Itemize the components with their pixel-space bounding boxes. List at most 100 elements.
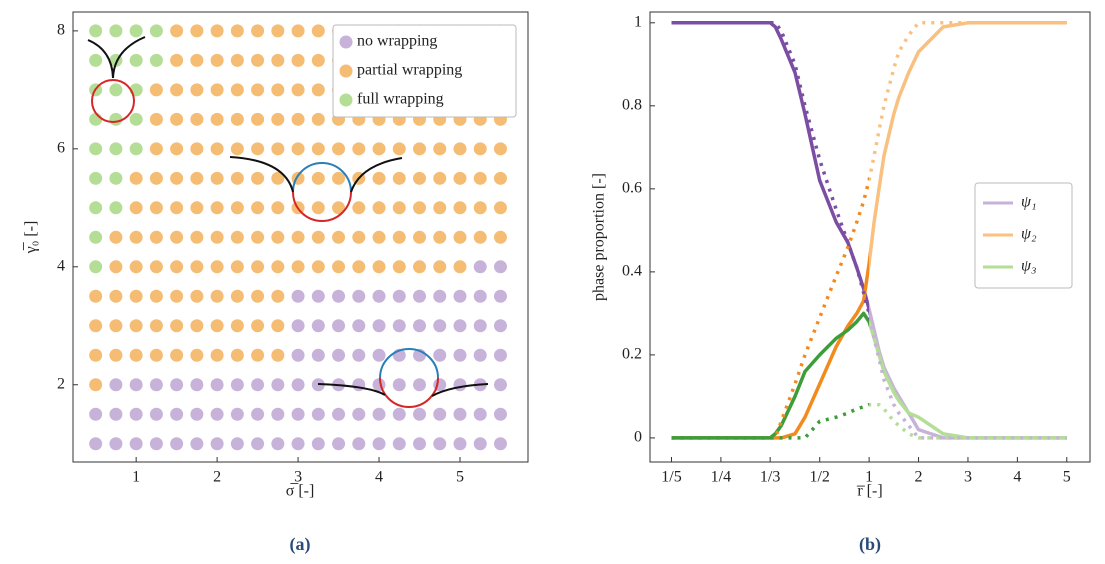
phase-dot xyxy=(311,289,325,303)
phase-dot xyxy=(89,319,103,333)
x-tick-label: 4 xyxy=(1013,469,1021,486)
phase-dot xyxy=(129,53,143,67)
phase-dot xyxy=(453,437,467,451)
phase-dot xyxy=(473,319,487,333)
phase-line xyxy=(869,302,1067,440)
phase-dot xyxy=(251,24,265,38)
phase-dot xyxy=(413,201,427,215)
y-tick-label: 0.8 xyxy=(622,96,642,113)
phase-dot xyxy=(170,319,184,333)
legend: no wrapping partial wrapping full wrapping xyxy=(332,24,517,118)
phase-line-dark xyxy=(671,311,870,440)
phase-dot xyxy=(493,437,507,451)
phase-dot xyxy=(433,348,447,362)
phase-dot xyxy=(129,24,143,38)
phase-dot xyxy=(473,437,487,451)
phase-dot xyxy=(190,201,204,215)
phase-dot xyxy=(210,437,224,451)
phase-dot xyxy=(129,171,143,185)
phase-dot xyxy=(149,378,163,392)
phase-dot xyxy=(251,407,265,421)
phase-dot xyxy=(89,142,103,156)
phase-dot xyxy=(109,289,123,303)
phase-dot xyxy=(190,348,204,362)
x-tick-label: 5 xyxy=(456,469,464,486)
phase-dot xyxy=(433,171,447,185)
phase-dot xyxy=(352,260,366,274)
phase-dot xyxy=(332,260,346,274)
phase-dot xyxy=(190,53,204,67)
phase-dot xyxy=(493,289,507,303)
phase-dot xyxy=(453,260,467,274)
phase-dot xyxy=(109,171,123,185)
phase-dot xyxy=(392,171,406,185)
phase-dot xyxy=(352,319,366,333)
phase-dot xyxy=(251,230,265,244)
phase-dot xyxy=(230,407,244,421)
x-tick-label: 1 xyxy=(132,469,140,486)
phase-dot xyxy=(170,83,184,97)
y-tick-label: 0.6 xyxy=(622,180,642,197)
phase-dot xyxy=(230,378,244,392)
phase-dot xyxy=(473,201,487,215)
phase-dot xyxy=(251,319,265,333)
phase-dot xyxy=(493,171,507,185)
phase-dot xyxy=(271,437,285,451)
phase-dot xyxy=(190,171,204,185)
phase-dot xyxy=(291,230,305,244)
phase-dot xyxy=(170,201,184,215)
phase-dot xyxy=(291,348,305,362)
phase-dot xyxy=(291,407,305,421)
phase-dot xyxy=(311,171,325,185)
phase-dot xyxy=(149,83,163,97)
phase-dot xyxy=(109,83,123,97)
phase-dot xyxy=(210,171,224,185)
legend-box xyxy=(332,24,517,118)
phase-dot xyxy=(332,201,346,215)
phase-dot xyxy=(190,378,204,392)
phase-dot xyxy=(433,319,447,333)
phase-dot xyxy=(291,378,305,392)
phase-dot xyxy=(251,201,265,215)
phase-dot xyxy=(453,142,467,156)
phase-dot xyxy=(89,112,103,126)
phase-line-dark xyxy=(671,21,870,317)
phase-dot xyxy=(170,112,184,126)
phase-dot xyxy=(129,260,143,274)
phase-dot xyxy=(271,142,285,156)
legend-marker xyxy=(339,93,353,107)
phase-dot xyxy=(230,201,244,215)
phase-dot xyxy=(413,407,427,421)
phase-dot xyxy=(352,230,366,244)
phase-dot xyxy=(352,142,366,156)
x-tick-label: 1 xyxy=(865,469,873,486)
phase-dot xyxy=(271,348,285,362)
phase-dot xyxy=(170,53,184,67)
y-tick-label: 2 xyxy=(57,375,65,392)
phase-dot xyxy=(332,289,346,303)
phase-dot xyxy=(311,83,325,97)
phase-dot xyxy=(271,230,285,244)
phase-dot xyxy=(89,348,103,362)
phase-dot xyxy=(149,24,163,38)
phase-dot xyxy=(372,171,386,185)
phase-dot xyxy=(170,289,184,303)
phase-dot xyxy=(332,230,346,244)
phase-dot xyxy=(210,230,224,244)
phase-dot xyxy=(352,348,366,362)
phase-dot xyxy=(170,437,184,451)
legend-marker xyxy=(339,35,353,49)
phase-dot xyxy=(149,348,163,362)
phase-dot xyxy=(473,407,487,421)
phase-dot xyxy=(109,407,123,421)
phase-dot xyxy=(392,289,406,303)
legend-label: no wrapping xyxy=(357,33,437,50)
phase-dot xyxy=(251,260,265,274)
x-tick-label: 1/4 xyxy=(711,469,731,486)
phase-dot xyxy=(170,378,184,392)
phase-dot xyxy=(210,53,224,67)
phase-dot xyxy=(332,142,346,156)
phase-dot xyxy=(251,142,265,156)
phase-dot xyxy=(230,348,244,362)
